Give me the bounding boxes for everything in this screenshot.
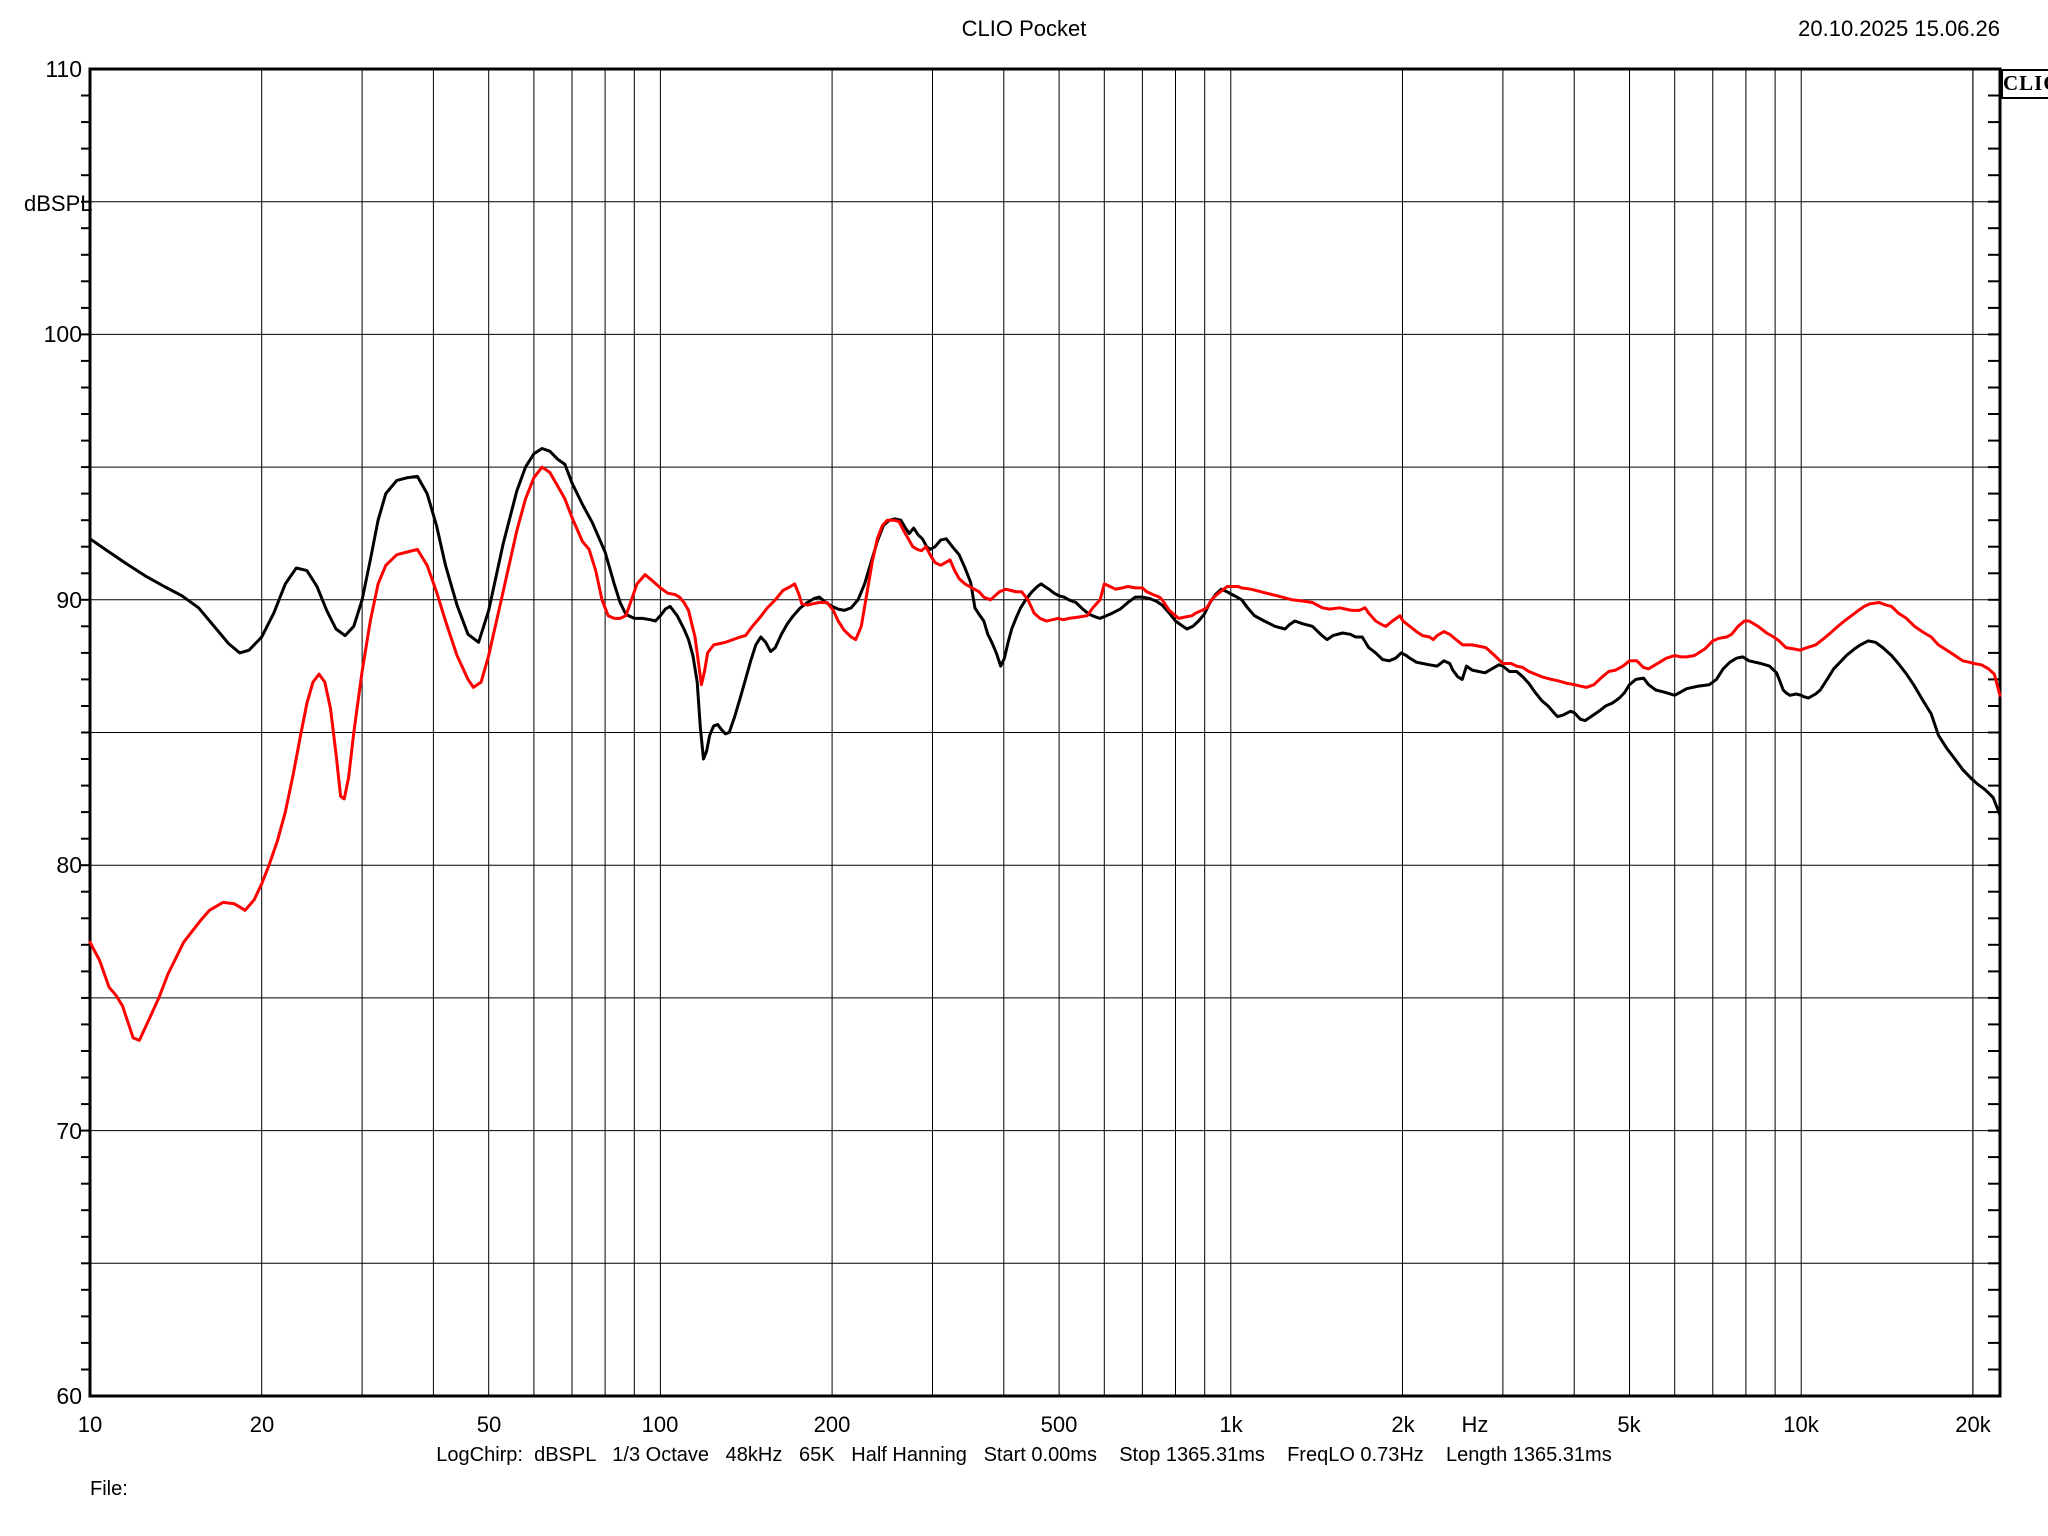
x-tick-label: 2k	[1391, 1412, 1415, 1437]
y-tick-label: 110	[45, 56, 82, 82]
y-tick-label: 100	[43, 321, 82, 347]
x-tick-label: 10	[77, 1412, 103, 1437]
x-tick-label: Hz	[1461, 1412, 1489, 1437]
measurement-settings-line: LogChirp: dBSPL 1/3 Octave 48kHz 65K Hal…	[436, 1444, 1612, 1466]
plot-border	[88, 67, 2002, 1398]
page-title: CLIO Pocket	[961, 16, 1087, 41]
y-tick-label: 90	[56, 587, 82, 613]
y-tick-label: 80	[56, 852, 82, 878]
x-tick-label: 100	[641, 1412, 679, 1437]
x-tick-label: 200	[813, 1412, 851, 1437]
x-tick-label: 1k	[1219, 1412, 1243, 1437]
y-tick-label: 70	[56, 1118, 82, 1144]
x-tick-label: 20	[249, 1412, 275, 1437]
y-tick-label: 60	[56, 1383, 82, 1409]
y-axis-unit-label: dBSPL	[24, 191, 93, 216]
black-curve	[88, 447, 2002, 817]
timestamp: 20.10.2025 15.06.26	[1798, 16, 2000, 41]
x-tick-label: 50	[476, 1412, 502, 1437]
x-tick-label: 20k	[1955, 1412, 1991, 1437]
clio-brand-logo: CLIO	[2001, 69, 2048, 99]
x-axis-tick-labels: 10 20 50 100 200 500 1k 2k Hz 5k 10k 20k	[0, 1410, 2048, 1444]
red-curve	[88, 465, 2002, 1042]
file-label: File:	[90, 1478, 128, 1500]
x-tick-label: 500	[1040, 1412, 1078, 1437]
x-tick-label: 5k	[1617, 1412, 1641, 1437]
x-tick-label: 10k	[1783, 1412, 1819, 1437]
